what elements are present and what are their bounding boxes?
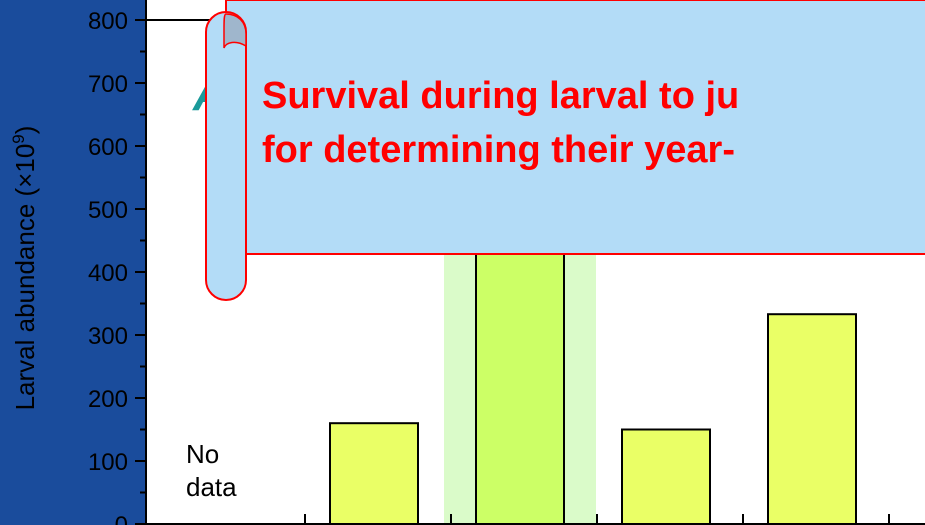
callout-scroll-curl	[223, 13, 247, 49]
callout-body	[225, 0, 925, 255]
y-tick-label: 300	[88, 323, 128, 350]
callout-text-line2: for determining their year-	[262, 129, 735, 171]
bar	[767, 313, 857, 525]
callout-scroll-roll	[205, 11, 247, 301]
y-tick-label: 500	[88, 197, 128, 224]
no-data-annotation-line1: No	[186, 439, 219, 469]
y-tick-label: 600	[88, 134, 128, 161]
y-tick-label: 200	[88, 386, 128, 413]
y-tick-label: 700	[88, 71, 128, 98]
y-tick-label: 800	[88, 8, 128, 35]
bar	[621, 428, 711, 525]
y-axis-label-exponent: 9	[9, 134, 28, 143]
y-axis-label-close: )	[10, 126, 40, 135]
callout-text-line1: Survival during larval to ju	[262, 75, 739, 117]
callout-banner: Survival during larval to ju for determi…	[205, 0, 925, 301]
y-tick-label: 0	[115, 512, 128, 525]
y-tick-label: 400	[88, 260, 128, 287]
y-axis-label: Larval abundance (×109)	[9, 126, 40, 411]
no-data-annotation-line2: data	[186, 472, 237, 502]
bar	[329, 422, 419, 525]
y-tick-label: 100	[88, 449, 128, 476]
y-axis-label-text: Larval abundance (×10	[10, 144, 40, 411]
